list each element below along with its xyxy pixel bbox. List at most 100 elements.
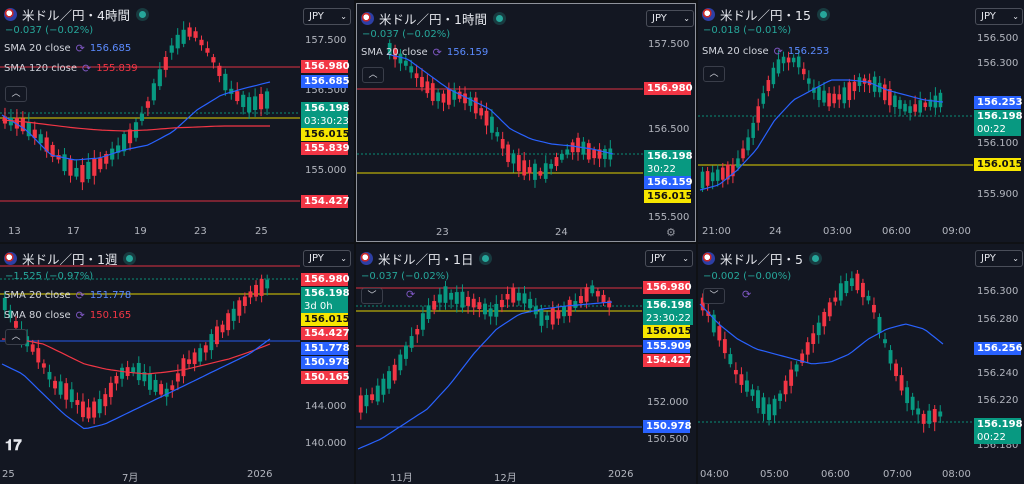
settings-gear-icon[interactable]: ⚙ [666, 226, 676, 239]
usd-flag-icon [4, 252, 17, 265]
chart-pane-5m[interactable]: 米ドル／円・5 −0.002 (−0.00%) ﹀ ⟳ JPY ⌄ 156.300… [698, 244, 1024, 484]
indicator-sma120[interactable]: SMA 120 close ⟳ 155.839 [4, 62, 138, 75]
last-price-badge: 156.198 00:22 [974, 110, 1023, 136]
candle-body [816, 322, 821, 336]
chart-pane-1w[interactable]: 米ドル／円・1週 −1.525 (−0.97%) SMA 20 close ⟳ 15… [0, 244, 354, 484]
candle-body [872, 304, 876, 313]
candle-body [53, 380, 57, 389]
candle-body [817, 86, 821, 100]
candle-body [425, 81, 430, 94]
candle-body [139, 113, 145, 121]
chart-pane-1h[interactable]: 米ドル／円・1時間 −0.037 (−0.02%) SMA 20 close ⟳ 1… [356, 3, 696, 242]
price-badge: 156.980 [643, 281, 692, 294]
sma-line [1, 81, 271, 161]
symbol-header[interactable]: 米ドル／円・15 [702, 5, 827, 24]
candle-body [789, 369, 794, 386]
loop-icon[interactable]: ⟳ [75, 289, 85, 302]
candle-body [211, 57, 216, 63]
symbol-title: 米ドル／円・1時間 [379, 12, 487, 27]
candle-body [756, 390, 760, 408]
loop-icon[interactable]: ⟳ [75, 42, 85, 55]
countdown: 3d 0h [304, 301, 333, 312]
price-axis-label: 152.000 [647, 397, 689, 408]
candle-body [726, 164, 730, 180]
candle-body [414, 73, 419, 79]
chart-pane-4h[interactable]: 米ドル／円・4時間 −0.037 (−0.02%) SMA 20 close ⟳ 1… [0, 0, 354, 242]
candle-body [802, 68, 806, 75]
countdown: 03:30:23 [304, 116, 349, 127]
candle-body [578, 296, 583, 304]
candle-body [761, 397, 766, 414]
countdown: 00:22 [977, 124, 1006, 135]
loop-icon[interactable]: ⟳ [432, 46, 442, 59]
candle-body [441, 93, 446, 103]
currency-select[interactable]: JPY ⌄ [303, 250, 351, 267]
loop-icon[interactable]: ⟳ [742, 288, 752, 301]
candle-body [215, 326, 219, 345]
candle-body [706, 311, 711, 316]
candle-body [209, 334, 214, 351]
currency-label: JPY [981, 11, 996, 22]
currency-select[interactable]: JPY ⌄ [646, 10, 694, 27]
indicator-sma20[interactable]: SMA 20 close ⟳ 156.253 [702, 45, 829, 58]
currency-select[interactable]: JPY ⌄ [975, 8, 1023, 25]
price-axis-label: 156.280 [977, 314, 1019, 325]
currency-select[interactable]: JPY ⌄ [303, 8, 351, 25]
collapse-legend-button[interactable]: ︿ [362, 67, 384, 83]
candle-body [910, 396, 915, 410]
price-badge: 155.839 [301, 142, 350, 155]
candle-body [181, 358, 186, 377]
time-axis-label: 03:00 [823, 226, 852, 237]
indicator-sma80[interactable]: SMA 80 close ⟳ 150.165 [4, 309, 131, 322]
symbol-header[interactable]: 米ドル／円・1日 [360, 249, 490, 268]
candle-body [847, 82, 852, 101]
price-badge: 155.909 [643, 340, 692, 353]
candle-body [559, 153, 564, 160]
chart-pane-1d[interactable]: 米ドル／円・1日 −0.037 (−0.02%) ﹀ ⟳ JPY ⌄ 152.00… [356, 244, 696, 484]
tradingview-logo[interactable]: 𝟏𝟕 [5, 436, 22, 454]
symbol-header[interactable]: 米ドル／円・5 [702, 249, 819, 268]
symbol-header[interactable]: 米ドル／円・1時間 [361, 9, 503, 28]
price-axis-label: 156.500 [648, 124, 690, 135]
indicator-label: SMA 120 close [4, 63, 78, 74]
usd-flag-icon [360, 252, 373, 265]
symbol-header[interactable]: 米ドル／円・1週 [4, 249, 134, 268]
indicator-label: SMA 20 close [4, 290, 71, 301]
loop-icon[interactable]: ⟳ [82, 62, 92, 75]
currency-select[interactable]: JPY ⌄ [645, 250, 693, 267]
sma-line [386, 53, 614, 155]
candle-body [226, 313, 231, 331]
indicator-sma20[interactable]: SMA 20 close ⟳ 156.159 [361, 46, 488, 59]
collapse-legend-button[interactable]: ﹀ [361, 288, 383, 304]
loop-icon[interactable]: ⟳ [406, 288, 416, 301]
collapse-legend-button[interactable]: ︿ [5, 86, 27, 102]
price-badge: 154.427 [301, 327, 350, 340]
candle-body [420, 76, 424, 88]
candle-body [750, 389, 755, 396]
collapse-legend-button[interactable]: ︿ [5, 329, 27, 345]
candle-body [2, 297, 7, 311]
indicator-sma20[interactable]: SMA 20 close ⟳ 156.685 [4, 42, 131, 55]
candle-body [398, 354, 403, 371]
time-axis-label: 2026 [247, 469, 273, 480]
collapse-legend-button[interactable]: ︿ [703, 66, 725, 82]
symbol-header[interactable]: 米ドル／円・4時間 [4, 5, 146, 24]
candle-body [254, 284, 258, 297]
candle-body [436, 92, 441, 102]
candle-body [265, 279, 270, 289]
loop-icon[interactable]: ⟳ [773, 45, 783, 58]
candle-body [484, 110, 489, 126]
currency-label: JPY [981, 253, 996, 264]
currency-select[interactable]: JPY ⌄ [975, 250, 1023, 267]
price-badge: 156.015 [301, 128, 350, 141]
loop-icon[interactable]: ⟳ [75, 309, 85, 322]
candle-body [229, 88, 234, 94]
candle-body [888, 350, 893, 364]
candle-body [358, 395, 363, 413]
indicator-sma20[interactable]: SMA 20 close ⟳ 151.778 [4, 289, 131, 302]
time-axis-label: 07:00 [883, 469, 912, 480]
time-axis-label: 11月 [390, 473, 413, 484]
collapse-legend-button[interactable]: ﹀ [703, 288, 725, 304]
candle-body [883, 84, 887, 101]
chart-pane-15m[interactable]: 米ドル／円・15 −0.018 (−0.01%) SMA 20 close ⟳ 15… [698, 0, 1024, 242]
